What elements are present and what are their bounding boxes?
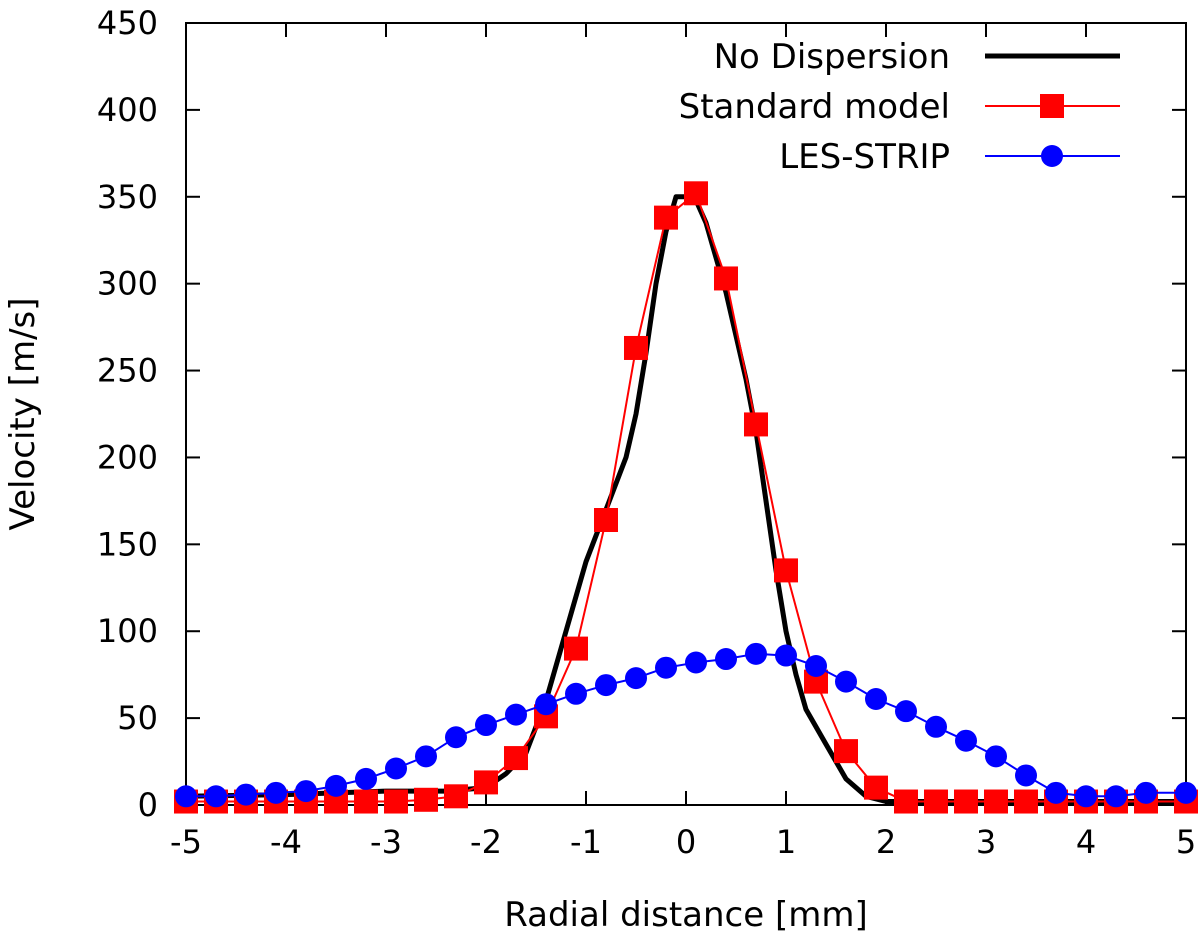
data-point <box>685 651 707 674</box>
data-point <box>564 636 588 661</box>
series-line <box>186 652 1186 798</box>
data-point <box>235 783 257 806</box>
data-point <box>595 674 617 697</box>
data-point <box>894 789 918 814</box>
y-tick-label: 400 <box>97 91 158 129</box>
data-point <box>205 785 227 808</box>
x-tick-label: -3 <box>370 823 402 861</box>
data-point <box>625 667 647 690</box>
series-2 <box>175 642 1197 808</box>
data-point <box>444 784 468 809</box>
x-tick-label: -4 <box>270 823 302 861</box>
data-point <box>1175 781 1197 804</box>
data-point <box>445 726 467 749</box>
data-point <box>355 767 377 790</box>
y-tick-label: 150 <box>97 525 158 563</box>
data-point <box>775 644 797 667</box>
data-point <box>415 745 437 768</box>
data-point <box>384 789 408 814</box>
data-point <box>654 205 678 230</box>
y-tick-label: 350 <box>97 178 158 216</box>
x-tick-label: -1 <box>570 823 602 861</box>
data-point <box>984 789 1008 814</box>
data-point <box>385 757 407 780</box>
x-tick-label: 4 <box>1076 823 1096 861</box>
data-point <box>745 642 767 665</box>
y-tick-label: 200 <box>97 438 158 476</box>
legend-marker <box>1040 94 1064 118</box>
x-tick-label: -5 <box>170 823 202 861</box>
x-tick-label: 0 <box>676 823 696 861</box>
x-tick-label: 3 <box>976 823 996 861</box>
data-point <box>504 746 528 771</box>
series-layer <box>174 181 1198 814</box>
series-line <box>185 194 1186 804</box>
y-axis: 0 50 100 150 200 250 300 350 400 450 <box>97 4 1186 824</box>
data-point <box>354 789 378 814</box>
data-point <box>805 654 827 677</box>
data-point <box>924 789 948 814</box>
legend-marker <box>1041 145 1063 167</box>
series-0 <box>185 194 1186 804</box>
data-point <box>864 775 888 800</box>
data-point <box>834 739 858 764</box>
data-point <box>175 785 197 808</box>
data-point <box>535 693 557 716</box>
x-tick-label: 5 <box>1176 823 1196 861</box>
data-point <box>835 670 857 693</box>
y-tick-label: 50 <box>117 699 158 737</box>
data-point <box>265 781 287 804</box>
data-point <box>1045 781 1067 804</box>
data-point <box>594 508 618 533</box>
data-point <box>475 714 497 737</box>
series-1 <box>174 181 1198 814</box>
data-point <box>895 700 917 723</box>
data-point <box>925 715 947 738</box>
data-point <box>714 266 738 291</box>
y-tick-label: 300 <box>97 265 158 303</box>
data-point <box>1105 785 1127 808</box>
data-point <box>325 774 347 797</box>
data-point <box>954 789 978 814</box>
data-point <box>655 656 677 679</box>
data-point <box>295 780 317 803</box>
y-tick-label: 0 <box>138 786 158 824</box>
y-tick-label: 250 <box>97 352 158 390</box>
data-point <box>1135 781 1157 804</box>
y-axis-title: Velocity [m/s] <box>3 297 43 530</box>
data-point <box>955 729 977 752</box>
data-point <box>505 703 527 726</box>
data-point <box>744 412 768 437</box>
x-axis: -5 -4 -3 -2 -1 0 1 2 3 4 5 <box>170 23 1196 861</box>
legend-label: No Dispersion <box>714 37 950 77</box>
data-point <box>715 648 737 671</box>
data-point <box>624 335 648 360</box>
x-tick-label: 1 <box>776 823 796 861</box>
legend-label: Standard model <box>679 87 950 127</box>
data-point <box>1015 764 1037 787</box>
y-tick-label: 100 <box>97 612 158 650</box>
data-point <box>684 181 708 206</box>
data-point <box>414 787 438 812</box>
x-tick-label: -2 <box>470 823 502 861</box>
plot-frame <box>185 22 1187 806</box>
x-axis-title: Radial distance [mm] <box>504 895 867 935</box>
x-tick-label: 2 <box>876 823 896 861</box>
data-point <box>1014 789 1038 814</box>
legend: No Dispersion Standard model LES-STRIP <box>679 37 1120 177</box>
series-line <box>186 192 1186 803</box>
data-point <box>865 687 887 710</box>
data-point <box>774 558 798 583</box>
data-point <box>1075 785 1097 808</box>
data-point <box>474 770 498 795</box>
legend-label: LES-STRIP <box>779 137 950 177</box>
data-point <box>565 682 587 705</box>
y-tick-label: 450 <box>97 4 158 42</box>
data-point <box>985 745 1007 768</box>
